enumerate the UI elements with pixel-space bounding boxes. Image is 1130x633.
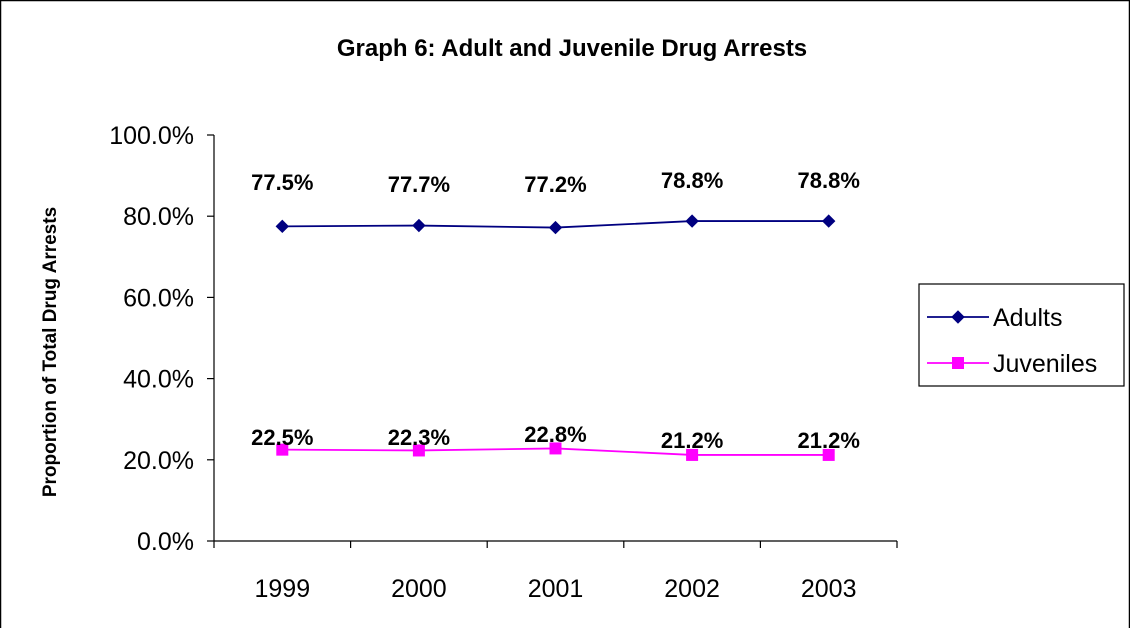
data-label: 22.3% [388, 425, 450, 450]
data-label: 77.5% [251, 170, 313, 195]
data-point-juveniles [822, 448, 835, 461]
data-label: 21.2% [661, 428, 723, 453]
y-tick-label: 40.0% [123, 366, 194, 394]
data-point-juveniles [686, 448, 699, 461]
data-point-adults [275, 219, 290, 234]
data-label: 77.2% [524, 172, 586, 197]
data-label: 22.5% [251, 425, 313, 450]
y-axis-label: Proportion of Total Drug Arrests [40, 207, 61, 497]
data-labels-layer: 77.5% 77.7% 77.2% 78.8% 78.8% 22.5% 22.3% 22.8%… [251, 168, 860, 453]
data-label: 21.2% [798, 428, 860, 453]
y-tick-label: 80.0% [123, 203, 194, 231]
legend-marker-juveniles [952, 357, 964, 369]
data-point-juveniles [549, 442, 562, 455]
axes: 0.0% 20.0% 40.0% 60.0% 80.0% 100.0% 1999 2000 20… [109, 122, 898, 603]
data-point-adults [685, 214, 699, 228]
legend-label: Juveniles [993, 350, 1097, 378]
x-tick-label: 2003 [801, 575, 857, 603]
y-tick-label: 60.0% [123, 284, 194, 312]
y-tick-label: 20.0% [123, 447, 194, 475]
data-point-juveniles [412, 444, 425, 457]
data-label: 78.8% [798, 168, 860, 193]
data-point-adults [548, 220, 563, 235]
data-point-juveniles [276, 443, 289, 456]
y-tick-label: 0.0% [137, 528, 194, 556]
data-point-adults [821, 214, 836, 228]
legend: Adults Juveniles [918, 283, 1125, 387]
data-point-adults [412, 218, 426, 233]
data-label: 78.8% [661, 168, 723, 193]
x-tick-label: 2001 [528, 575, 584, 603]
chart-title: Graph 6: Adult and Juvenile Drug Arrests [337, 35, 807, 62]
legend-label: Adults [993, 304, 1062, 332]
series-layer [275, 214, 836, 461]
data-label: 77.7% [388, 172, 450, 197]
legend-marker-adults [951, 310, 965, 324]
x-tick-label: 2002 [664, 575, 720, 603]
y-tick-label: 100.0% [109, 122, 194, 150]
x-tick-label: 1999 [254, 575, 310, 603]
x-tick-label: 2000 [391, 575, 447, 603]
data-label: 22.8% [524, 422, 586, 447]
